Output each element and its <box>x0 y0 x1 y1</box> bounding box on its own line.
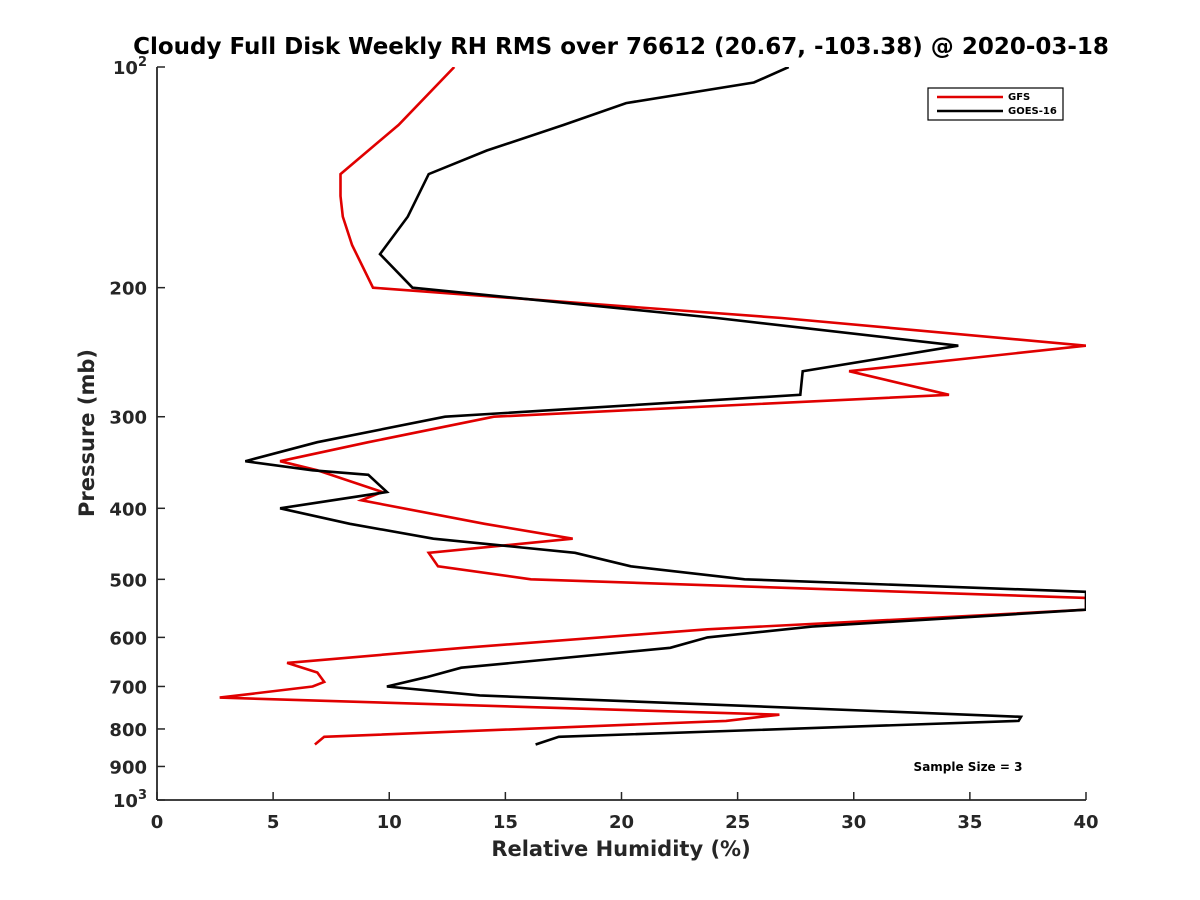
x-tick-label: 25 <box>725 812 750 833</box>
y-tick-label: 700 <box>109 677 147 698</box>
legend-label-gfs: GFS <box>1008 92 1030 103</box>
y-tick-label: 500 <box>109 570 147 591</box>
x-axis-label: Relative Humidity (%) <box>491 837 750 861</box>
x-tick-label: 5 <box>267 812 280 833</box>
y-tick-label: 300 <box>109 408 147 429</box>
y-tick-label: 103 <box>113 788 147 812</box>
legend-label-goes16: GOES-16 <box>1008 106 1057 117</box>
x-tick-label: 30 <box>841 812 866 833</box>
y-tick-label: 800 <box>109 720 147 741</box>
sample-size-annotation: Sample Size = 3 <box>914 760 1023 774</box>
y-axis-label: Pressure (mb) <box>75 349 99 517</box>
chart-title: Cloudy Full Disk Weekly RH RMS over 7661… <box>133 34 1109 60</box>
y-tick-label: 600 <box>109 628 147 649</box>
x-tick-label: 15 <box>493 812 518 833</box>
x-tick-label: 35 <box>957 812 982 833</box>
x-tick-label: 0 <box>151 812 164 833</box>
x-tick-label: 10 <box>377 812 402 833</box>
y-tick-label: 200 <box>109 279 147 300</box>
series-line-goes16 <box>244 67 1086 746</box>
x-tick-label: 20 <box>609 812 634 833</box>
legend-box <box>927 87 1064 121</box>
plot-area <box>157 67 1086 800</box>
series-line-gfs <box>219 67 1086 746</box>
x-tick-label: 40 <box>1073 812 1098 833</box>
y-tick-label: 102 <box>113 55 147 79</box>
y-tick-label: 900 <box>109 757 147 778</box>
legend: GFS GOES-16 <box>927 87 1064 121</box>
y-tick-label: 400 <box>109 499 147 520</box>
